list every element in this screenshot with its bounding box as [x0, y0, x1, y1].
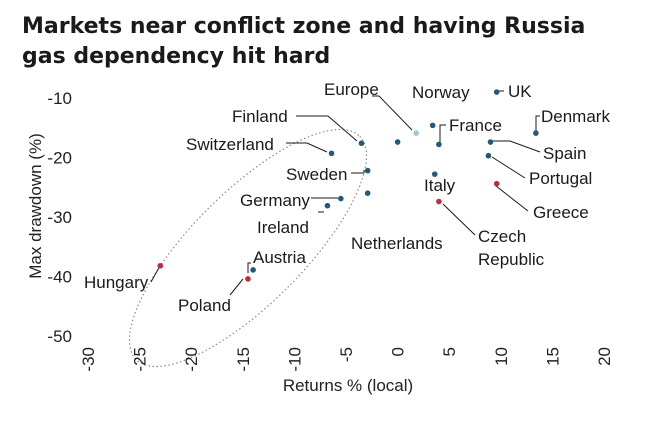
data-points	[157, 89, 539, 282]
data-point	[364, 167, 371, 174]
data-point	[487, 139, 494, 145]
leader-line	[229, 278, 244, 296]
chart-title-line-2: gas dependency hit hard	[22, 44, 331, 69]
x-tick-label: -30	[79, 347, 98, 372]
point-label: Denmark	[541, 107, 610, 126]
point-labels: UK Norway Europe Denmark France Finland Spain S…	[84, 80, 610, 315]
leader-line	[442, 203, 476, 236]
chart-title: Markets near conflict zone and having Ru…	[22, 12, 642, 72]
data-point	[338, 195, 344, 202]
label-leader-lines	[150, 90, 541, 296]
point-label: Europe	[324, 80, 379, 99]
point-label: Sweden	[286, 165, 347, 184]
leader-line	[286, 142, 328, 153]
x-tick-label: -25	[131, 347, 150, 372]
chart-title-line-1: Markets near conflict zone and having Ru…	[22, 14, 586, 39]
x-tick-label: -5	[337, 347, 356, 362]
data-point	[394, 139, 401, 145]
data-point	[324, 202, 331, 209]
leader-line	[439, 124, 446, 142]
leader-line	[372, 95, 413, 131]
leader-line	[351, 170, 365, 174]
x-axis-ticks: -30 -25 -20 -15 -10 -5 0 5 10 15 20	[79, 347, 614, 372]
y-tick-label: -50	[47, 327, 72, 346]
point-label: France	[449, 116, 502, 135]
data-point	[436, 198, 442, 205]
x-tick-label: -20	[182, 347, 201, 372]
leader-line	[150, 265, 161, 283]
data-point	[413, 130, 419, 136]
data-point	[493, 180, 500, 187]
x-tick-label: -15	[234, 347, 253, 372]
x-tick-label: 10	[492, 347, 511, 366]
highlight-ellipse	[128, 128, 368, 368]
x-tick-label: 5	[440, 347, 459, 356]
point-label: Greece	[533, 203, 589, 222]
point-label: Poland	[178, 296, 231, 315]
point-label: Portugal	[529, 169, 592, 188]
point-label: Ireland	[257, 218, 309, 237]
point-label: Finland	[232, 107, 288, 126]
data-point	[245, 276, 251, 282]
data-point	[364, 190, 371, 196]
leader-line	[491, 156, 526, 179]
y-axis-title: Max drawdown (%)	[26, 133, 45, 279]
point-label: Switzerland	[186, 135, 274, 154]
point-label: Hungary	[84, 273, 149, 292]
x-tick-label: -10	[285, 347, 304, 372]
y-tick-label: -30	[47, 208, 72, 227]
point-label: Italy	[424, 176, 456, 195]
x-tick-label: 15	[543, 347, 562, 366]
x-axis-title: Returns % (local)	[283, 376, 413, 395]
leader-line	[495, 185, 529, 212]
x-tick-label: 20	[595, 347, 614, 366]
leader-line	[535, 115, 540, 133]
point-label: Spain	[543, 144, 586, 163]
leader-line	[492, 140, 541, 153]
data-point	[431, 171, 438, 177]
data-point	[157, 262, 164, 269]
data-point	[493, 89, 500, 95]
data-point	[533, 130, 539, 136]
y-tick-label: -40	[47, 268, 72, 287]
data-point	[429, 122, 436, 129]
leader-line	[296, 115, 358, 142]
data-point	[485, 152, 492, 159]
point-label: Norway	[412, 83, 470, 102]
point-label: UK	[508, 82, 532, 101]
y-axis-ticks: -10 -20 -30 -40 -50	[47, 89, 72, 346]
data-point	[250, 267, 256, 273]
point-label: Czech Republic	[478, 227, 545, 269]
point-label: Germany	[240, 191, 310, 210]
leader-line	[247, 262, 251, 273]
y-tick-label: -20	[47, 149, 72, 168]
point-label: Austria	[253, 248, 306, 267]
x-tick-label: 0	[389, 347, 408, 356]
data-point	[358, 140, 365, 147]
data-point	[328, 150, 335, 157]
y-tick-label: -10	[47, 89, 72, 108]
point-label: Netherlands	[351, 234, 443, 253]
data-point	[436, 141, 442, 148]
